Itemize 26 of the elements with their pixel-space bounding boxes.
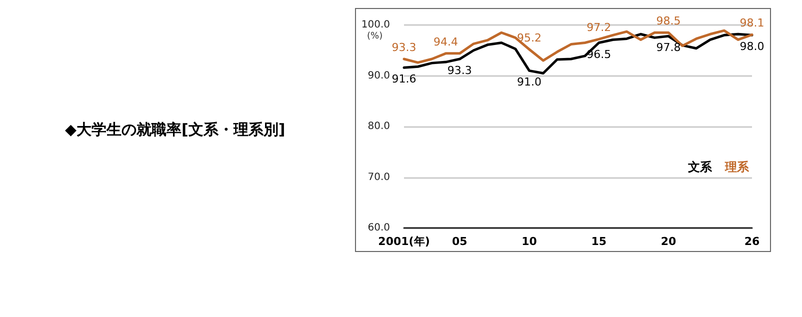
data-label: 98.1: [740, 16, 764, 30]
x-tick-label: 05: [452, 235, 468, 248]
data-label: 97.2: [586, 21, 612, 34]
data-label: 91.0: [517, 76, 542, 89]
data-label: 91.6: [392, 72, 416, 86]
x-tick-label: 15: [591, 235, 607, 248]
y-tick-label: 80.0: [368, 121, 390, 132]
y-tick-label: 100.0: [361, 20, 390, 30]
data-label: 98.5: [656, 14, 681, 28]
data-label: 93.3: [392, 41, 416, 54]
x-tick-label: 2001(年): [378, 235, 430, 248]
x-tick-label: 10: [522, 235, 538, 248]
y-tick-label: 70.0: [368, 172, 390, 183]
x-tick-label: 20: [660, 235, 676, 248]
x-tick-label: 26: [744, 235, 760, 248]
data-label: 97.8: [656, 41, 681, 54]
data-label: 93.3: [447, 64, 472, 78]
text: 理系: [724, 160, 750, 174]
y-tick-label: 60.0: [368, 222, 390, 234]
text: 文系: [687, 160, 713, 174]
data-label: 94.4: [434, 35, 458, 48]
y-axis-title: (%): [367, 32, 383, 42]
data-label: 95.2: [517, 31, 542, 44]
data-label: 98.0: [740, 40, 764, 54]
text: ◆大学生の就職率[文系・理系別]: [65, 120, 286, 138]
y-tick-label: 90.0: [368, 70, 390, 82]
